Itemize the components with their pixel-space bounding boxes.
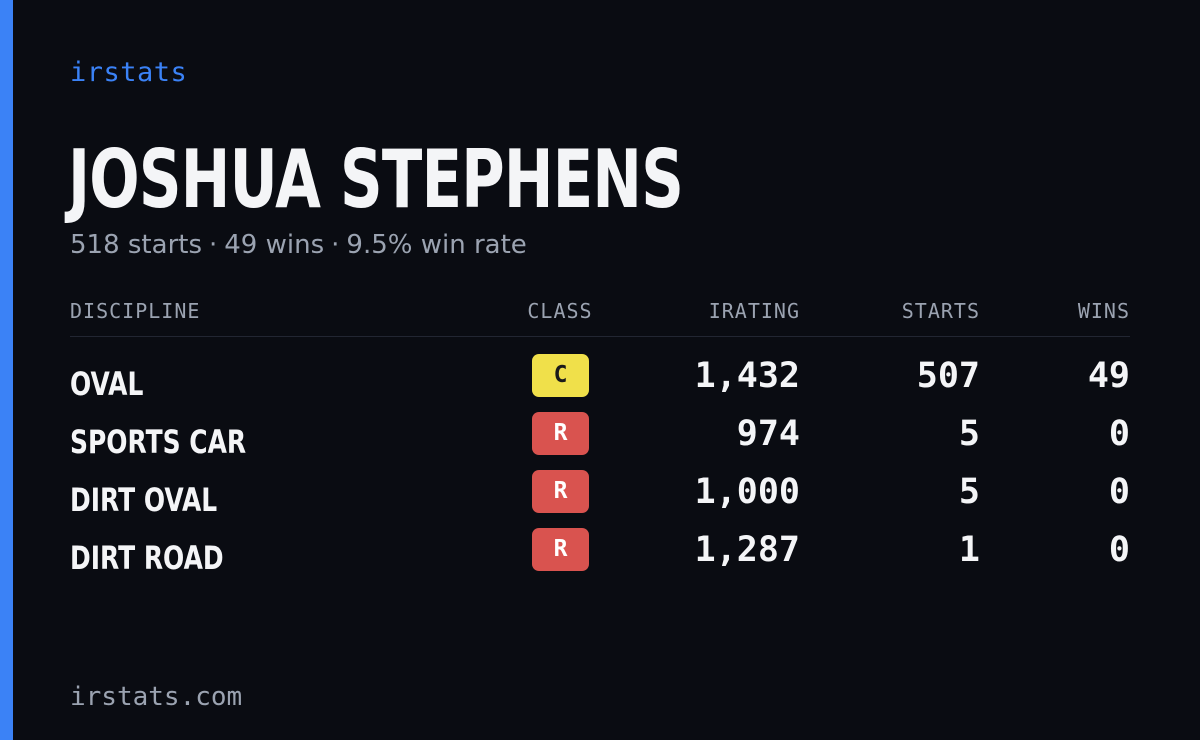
irating-value: 974 <box>736 414 800 454</box>
player-summary: 518 starts · 49 wins · 9.5% win rate <box>70 228 527 262</box>
starts-summary: 518 starts <box>70 230 202 260</box>
class-badge: C <box>532 354 589 397</box>
table-body: OVAL C 1,432 507 49 SPORTS CAR R 974 5 0… <box>70 354 1130 586</box>
starts-value: 507 <box>916 356 980 396</box>
irating-value: 1,432 <box>694 356 800 396</box>
table-row: SPORTS CAR R 974 5 0 <box>70 412 1130 470</box>
class-badge: R <box>532 412 589 455</box>
win-rate-summary: 9.5% win rate <box>346 230 527 260</box>
discipline-name: SPORTS CAR <box>70 423 247 461</box>
header-wins: WINS <box>1077 299 1130 323</box>
header-discipline: DISCIPLINE <box>70 299 201 323</box>
wins-value: 0 <box>1108 472 1130 512</box>
table-header: DISCIPLINE CLASS IRATING STARTS WINS <box>70 296 1130 337</box>
discipline-name: DIRT ROAD <box>70 539 224 577</box>
accent-bar <box>0 0 13 740</box>
wins-value: 49 <box>1087 356 1130 396</box>
wins-value: 0 <box>1108 414 1130 454</box>
starts-value: 5 <box>958 414 980 454</box>
irating-value: 1,287 <box>694 530 800 570</box>
starts-value: 5 <box>958 472 980 512</box>
player-name: JOSHUA STEPHENS <box>68 133 684 226</box>
stats-table: DISCIPLINE CLASS IRATING STARTS WINS OVA… <box>70 296 1130 577</box>
header-starts: STARTS <box>901 299 980 323</box>
header-irating: IRATING <box>708 299 800 323</box>
wins-summary: 49 wins <box>224 230 325 260</box>
irating-value: 1,000 <box>694 472 800 512</box>
brand-logo-text: irstats <box>70 57 188 88</box>
table-row: DIRT ROAD R 1,287 1 0 <box>70 528 1130 586</box>
separator: · <box>331 230 340 260</box>
separator: · <box>209 230 218 260</box>
footer-url: irstats.com <box>70 682 243 712</box>
class-badge: R <box>532 470 589 513</box>
table-row: OVAL C 1,432 507 49 <box>70 354 1130 412</box>
discipline-name: DIRT OVAL <box>70 481 218 519</box>
discipline-name: OVAL <box>70 365 144 403</box>
header-class: CLASS <box>527 299 593 323</box>
table-row: DIRT OVAL R 1,000 5 0 <box>70 470 1130 528</box>
class-badge: R <box>532 528 589 571</box>
wins-value: 0 <box>1108 530 1130 570</box>
starts-value: 1 <box>958 530 980 570</box>
